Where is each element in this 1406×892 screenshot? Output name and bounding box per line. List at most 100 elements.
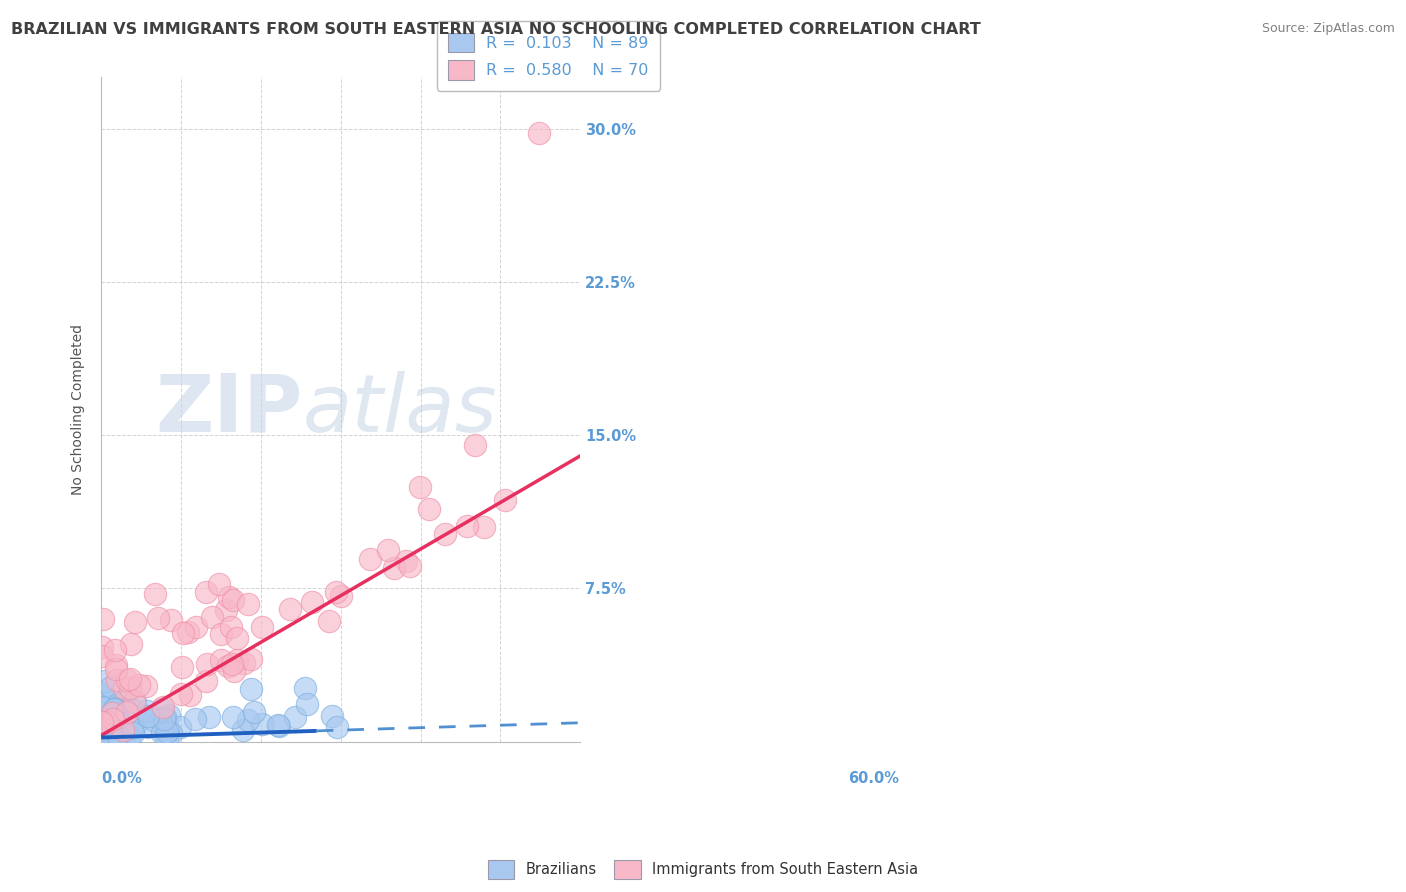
Point	[118, 673, 141, 687]
Point	[434, 527, 457, 541]
Point	[153, 709, 176, 723]
Point	[98, 716, 121, 731]
Point	[91, 612, 114, 626]
Point	[160, 613, 183, 627]
Point	[108, 723, 131, 738]
Point	[108, 714, 131, 728]
Point	[297, 698, 319, 712]
Point	[156, 724, 179, 739]
Point	[456, 519, 478, 533]
Point	[359, 552, 381, 566]
Point	[100, 731, 122, 746]
Point	[94, 729, 117, 743]
Point	[225, 653, 247, 667]
Point	[101, 712, 124, 726]
Point	[169, 720, 191, 734]
Point	[90, 640, 112, 655]
Point	[250, 716, 273, 731]
Point	[150, 702, 173, 716]
Point	[238, 597, 260, 611]
Point	[103, 702, 125, 716]
Point	[382, 561, 405, 575]
Point	[91, 726, 114, 740]
Point	[153, 726, 176, 740]
Point	[195, 585, 218, 599]
Text: Source: ZipAtlas.com: Source: ZipAtlas.com	[1261, 22, 1395, 36]
Point	[121, 726, 143, 740]
Point	[301, 594, 323, 608]
Point	[179, 688, 201, 702]
Point	[97, 728, 120, 742]
Point	[97, 730, 120, 744]
Point	[201, 610, 224, 624]
Point	[97, 734, 120, 748]
Point	[128, 678, 150, 692]
Point	[172, 626, 194, 640]
Point	[111, 732, 134, 747]
Point	[91, 720, 114, 734]
Point	[101, 727, 124, 741]
Point	[90, 717, 112, 731]
Point	[149, 712, 172, 726]
Point	[240, 652, 263, 666]
Point	[170, 687, 193, 701]
Point	[236, 713, 259, 727]
Point	[104, 706, 127, 720]
Point	[93, 700, 115, 714]
Y-axis label: No Schooling Completed: No Schooling Completed	[72, 324, 86, 495]
Point	[152, 699, 174, 714]
Point	[464, 438, 486, 452]
Point	[243, 705, 266, 719]
Point	[494, 492, 516, 507]
Point	[124, 694, 146, 708]
Point	[104, 643, 127, 657]
Point	[120, 637, 142, 651]
Point	[221, 657, 243, 671]
Point	[208, 577, 231, 591]
Point	[90, 711, 112, 725]
Point	[96, 730, 118, 744]
Point	[91, 722, 114, 736]
Text: BRAZILIAN VS IMMIGRANTS FROM SOUTH EASTERN ASIA NO SCHOOLING COMPLETED CORRELATI: BRAZILIAN VS IMMIGRANTS FROM SOUTH EASTE…	[11, 22, 981, 37]
Point	[112, 681, 135, 695]
Point	[267, 717, 290, 731]
Point	[232, 657, 254, 671]
Point	[325, 584, 347, 599]
Point	[294, 681, 316, 695]
Point	[284, 709, 307, 723]
Point	[103, 708, 125, 723]
Point	[418, 501, 440, 516]
Point	[118, 731, 141, 745]
Point	[136, 720, 159, 734]
Point	[172, 660, 194, 674]
Point	[98, 715, 121, 730]
Point	[156, 731, 179, 745]
Point	[93, 698, 115, 713]
Point	[96, 706, 118, 720]
Point	[101, 713, 124, 727]
Point	[91, 734, 114, 748]
Point	[91, 724, 114, 739]
Point	[124, 615, 146, 630]
Point	[115, 673, 138, 688]
Point	[398, 558, 420, 573]
Text: ZIP: ZIP	[155, 370, 302, 449]
Point	[278, 601, 301, 615]
Point	[100, 699, 122, 714]
Point	[90, 722, 112, 736]
Point	[329, 590, 352, 604]
Point	[111, 723, 134, 737]
Point	[124, 719, 146, 733]
Point	[96, 700, 118, 714]
Text: atlas: atlas	[302, 370, 498, 449]
Point	[121, 721, 143, 735]
Point	[250, 620, 273, 634]
Point	[184, 713, 207, 727]
Point	[156, 724, 179, 739]
Point	[101, 706, 124, 721]
Point	[326, 719, 349, 733]
Point	[226, 631, 249, 645]
Point	[91, 714, 114, 729]
Point	[100, 731, 122, 745]
Point	[94, 714, 117, 729]
